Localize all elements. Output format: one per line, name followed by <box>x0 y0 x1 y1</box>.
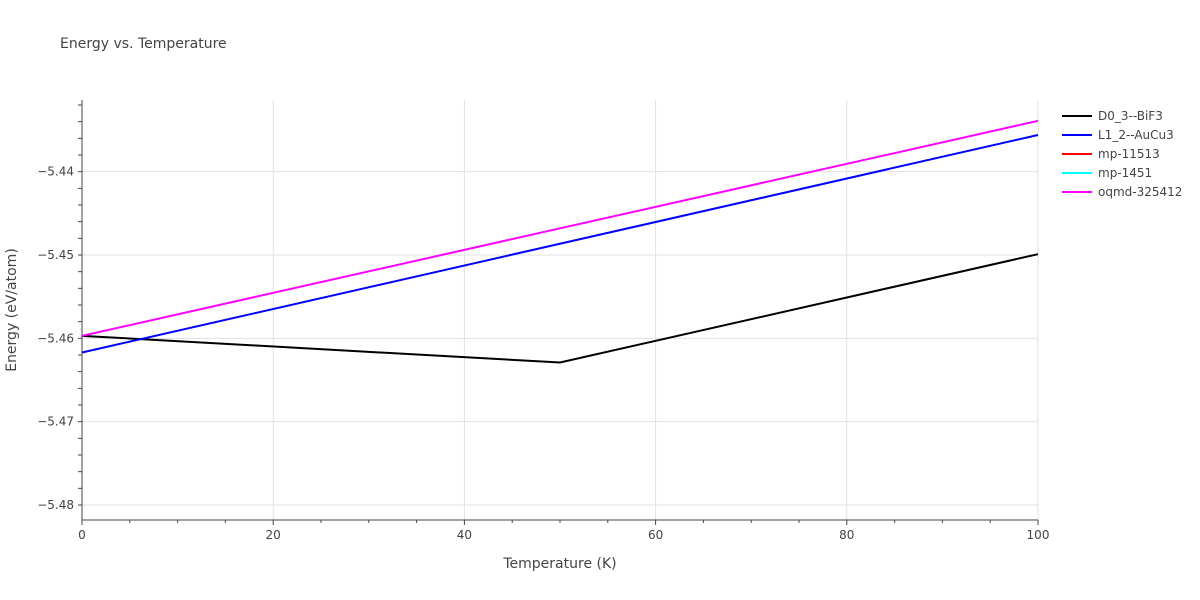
x-axis-label: Temperature (K) <box>502 556 616 572</box>
series-line[interactable] <box>81 119 1039 337</box>
x-tick-label: 100 <box>1027 528 1050 542</box>
y-tick-label: −5.44 <box>37 165 74 179</box>
series-line[interactable] <box>81 253 1039 364</box>
chart-title: Energy vs. Temperature <box>60 36 227 52</box>
y-tick-label: −5.47 <box>37 415 74 429</box>
y-axis-label: Energy (eV/atom) <box>4 248 20 372</box>
x-tick-label: 40 <box>457 528 472 542</box>
legend-item[interactable]: mp-11513 <box>1062 144 1182 163</box>
legend-swatch <box>1062 171 1092 174</box>
x-tick-label: 0 <box>78 528 86 542</box>
y-tick-label: −5.46 <box>37 331 74 345</box>
legend-swatch <box>1062 190 1092 193</box>
y-tick-label: −5.48 <box>37 498 74 512</box>
x-tick-label: 60 <box>648 528 663 542</box>
legend-item[interactable]: D0_3--BiF3 <box>1062 106 1182 125</box>
x-tick-label: 80 <box>839 528 854 542</box>
legend-swatch <box>1062 152 1092 155</box>
series-line[interactable] <box>81 134 1039 354</box>
legend-item[interactable]: mp-1451 <box>1062 163 1182 182</box>
legend-swatch <box>1062 133 1092 136</box>
legend-item[interactable]: L1_2--AuCu3 <box>1062 125 1182 144</box>
legend-item[interactable]: oqmd-325412 <box>1062 182 1182 201</box>
x-tick-label: 20 <box>266 528 281 542</box>
y-tick-label: −5.45 <box>37 248 74 262</box>
legend: D0_3--BiF3 L1_2--AuCu3 mp-11513 mp-1451 … <box>1062 106 1182 201</box>
legend-swatch <box>1062 114 1092 117</box>
